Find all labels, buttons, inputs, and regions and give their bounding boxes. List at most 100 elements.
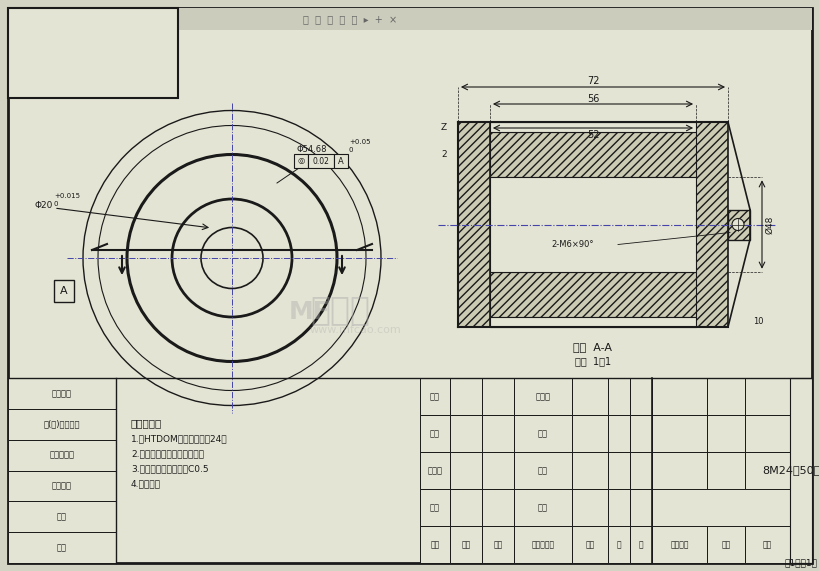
Text: 2-M6×90°: 2-M6×90° — [551, 240, 594, 249]
Text: 日期: 日期 — [57, 543, 67, 552]
Text: 主设计: 主设计 — [427, 466, 442, 475]
Text: A: A — [60, 286, 68, 296]
Text: 质量: 质量 — [721, 540, 730, 549]
Text: 底图总号: 底图总号 — [52, 481, 72, 490]
Bar — [607, 452, 629, 489]
Text: ◎: ◎ — [297, 156, 304, 166]
Text: 数量: 数量 — [461, 540, 470, 549]
Text: 2: 2 — [441, 150, 446, 159]
Bar — [8, 532, 115, 563]
Bar — [651, 415, 706, 452]
Text: 校核: 校核 — [429, 429, 440, 438]
Text: 批准: 批准 — [537, 503, 547, 512]
Bar — [8, 8, 178, 98]
Text: Φ54.68: Φ54.68 — [296, 146, 327, 155]
Text: 4.表面发黑: 4.表面发黑 — [131, 479, 161, 488]
Text: 比例: 比例 — [762, 540, 771, 549]
Text: 3.棱边倒龁，未注倒角C0.5: 3.棱边倒龁，未注倒角C0.5 — [131, 464, 208, 473]
Bar — [450, 526, 482, 563]
Bar — [706, 415, 744, 452]
Bar — [706, 452, 744, 489]
Bar — [572, 526, 607, 563]
Text: 1.按HTDOM型式，齿数为24齿: 1.按HTDOM型式，齿数为24齿 — [131, 434, 228, 443]
Bar — [490, 317, 695, 327]
Text: +0.05: +0.05 — [349, 139, 370, 145]
Bar — [629, 415, 651, 452]
Bar — [482, 415, 514, 452]
Bar — [482, 526, 514, 563]
Bar — [482, 378, 514, 415]
Bar — [514, 489, 572, 526]
Bar — [8, 8, 811, 30]
Bar — [8, 501, 115, 532]
Bar — [651, 452, 706, 489]
Text: 72: 72 — [586, 76, 599, 86]
Bar — [294, 154, 308, 168]
Bar — [419, 526, 450, 563]
Circle shape — [731, 219, 743, 231]
Text: 沐风网: 沐风网 — [310, 293, 369, 327]
Bar — [490, 132, 695, 178]
Text: 批准: 批准 — [429, 503, 440, 512]
Bar — [490, 178, 695, 272]
Text: 剖面  A-A: 剖面 A-A — [572, 342, 612, 352]
Bar — [419, 415, 450, 452]
Bar — [629, 526, 651, 563]
Text: MF: MF — [289, 300, 331, 324]
Text: 签字: 签字 — [57, 512, 67, 521]
Text: +0.015: +0.015 — [54, 193, 80, 199]
Text: 8M24齳50同步带轮: 8M24齳50同步带轮 — [761, 465, 819, 476]
Text: 0: 0 — [54, 201, 58, 207]
Text: A: A — [337, 156, 343, 166]
Bar — [514, 452, 572, 489]
Bar — [607, 526, 629, 563]
Text: 日底图总号: 日底图总号 — [49, 451, 75, 460]
Text: 审核: 审核 — [537, 466, 547, 475]
Text: 标记: 标记 — [430, 540, 439, 549]
Bar — [572, 452, 607, 489]
Text: 比例  1：1: 比例 1：1 — [574, 356, 610, 366]
Bar — [629, 452, 651, 489]
Text: 56: 56 — [586, 94, 599, 104]
Bar — [8, 440, 115, 471]
Bar — [482, 489, 514, 526]
Text: Φ20: Φ20 — [35, 202, 53, 211]
Text: 52: 52 — [586, 130, 599, 140]
Text: 0.02: 0.02 — [312, 156, 329, 166]
Text: 配(通)用件登记: 配(通)用件登记 — [43, 420, 80, 429]
Bar — [8, 409, 115, 440]
Text: 图  功  文  创  编  ▸  +  ×: 图 功 文 创 编 ▸ + × — [302, 14, 396, 24]
Text: Ø48: Ø48 — [765, 215, 774, 234]
Bar — [482, 452, 514, 489]
Bar — [744, 415, 789, 452]
Text: 更改文件号: 更改文件号 — [531, 540, 554, 549]
Bar — [695, 122, 727, 327]
Bar — [744, 452, 789, 489]
Bar — [419, 378, 450, 415]
Bar — [651, 378, 706, 415]
Text: 设计: 设计 — [429, 392, 440, 401]
Text: 0: 0 — [349, 147, 353, 153]
Bar — [651, 526, 706, 563]
Bar — [706, 378, 744, 415]
Bar — [744, 378, 789, 415]
Text: 技术要求：: 技术要求： — [131, 418, 162, 428]
Bar — [607, 489, 629, 526]
Bar — [607, 415, 629, 452]
Bar — [419, 452, 450, 489]
Bar — [308, 154, 333, 168]
Text: 2.齿面光滑且与内孔轴向平行: 2.齿面光滑且与内孔轴向平行 — [131, 449, 204, 458]
Text: 工艺: 工艺 — [537, 429, 547, 438]
Bar — [8, 378, 115, 409]
Bar — [450, 489, 482, 526]
Text: 标准化: 标准化 — [535, 392, 550, 401]
Bar — [8, 471, 115, 501]
Text: 10: 10 — [752, 317, 762, 327]
Bar — [607, 378, 629, 415]
Text: 八1张第1张: 八1张第1张 — [784, 558, 817, 568]
Bar — [727, 210, 749, 239]
Text: 阶段标记: 阶段标记 — [669, 540, 688, 549]
Bar — [450, 415, 482, 452]
Bar — [419, 489, 450, 526]
Bar — [450, 452, 482, 489]
